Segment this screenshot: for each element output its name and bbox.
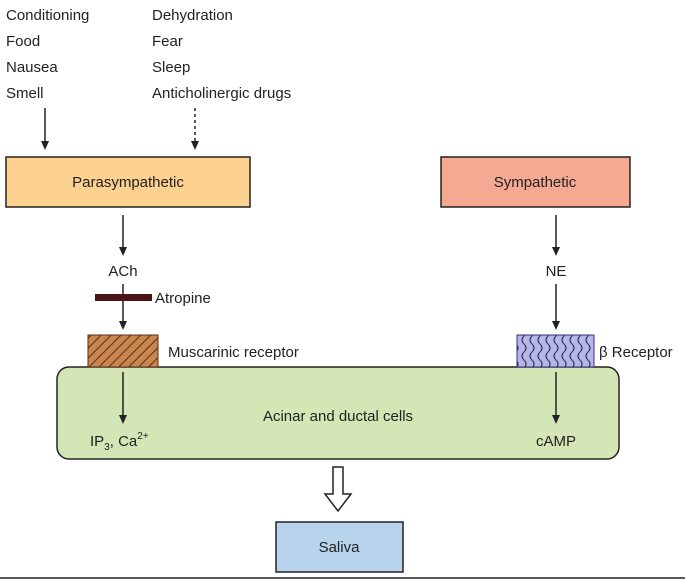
- beta-receptor-label: β Receptor: [599, 344, 673, 361]
- output-hollow-arrow: [323, 466, 353, 513]
- inhibitor-dehydration: Dehydration: [152, 7, 233, 24]
- acinar-ductal-cells-label: Acinar and ductal cells: [263, 408, 413, 425]
- parasympathetic-box: [5, 156, 251, 208]
- trigger-conditioning: Conditioning: [6, 7, 89, 24]
- inhibitor-anticholinergic-drugs: Anticholinergic drugs: [152, 85, 291, 102]
- ach-label: ACh: [108, 263, 137, 280]
- muscarinic-receptor-label: Muscarinic receptor: [168, 344, 299, 361]
- saliva-box: [275, 521, 404, 573]
- saliva-label: Saliva: [319, 539, 361, 556]
- inhibitor-fear: Fear: [152, 33, 183, 50]
- sympathetic-box: [440, 156, 631, 208]
- trigger-smell: Smell: [6, 85, 44, 102]
- trigger-nausea: Nausea: [6, 59, 58, 76]
- muscarinic-receptor-block: [87, 334, 159, 368]
- trigger-food: Food: [6, 33, 40, 50]
- camp-label: cAMP: [536, 433, 576, 450]
- ne-label: NE: [546, 263, 567, 280]
- sympathetic-label: Sympathetic: [494, 174, 577, 191]
- atropine-label: Atropine: [155, 290, 211, 307]
- inhibitor-sleep: Sleep: [152, 59, 190, 76]
- beta-receptor-block: [516, 334, 595, 368]
- ip3-ca-label: IP3, Ca2+: [90, 431, 149, 453]
- parasympathetic-label: Parasympathetic: [72, 174, 184, 191]
- atropine-bar: [95, 294, 152, 301]
- acinar-ductal-cells-box: [56, 366, 620, 460]
